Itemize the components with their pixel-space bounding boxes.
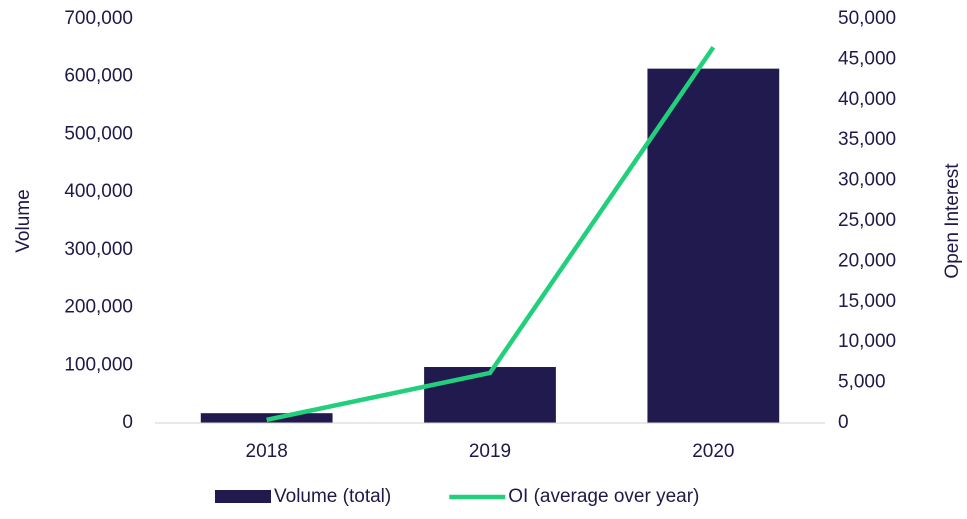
x-tick-label: 2020 bbox=[692, 441, 734, 462]
y-tick-label: 300,000 bbox=[64, 239, 133, 260]
y2-tick-label: 50,000 bbox=[838, 8, 896, 29]
y-tick-label: 200,000 bbox=[64, 297, 133, 318]
y2-tick-label: 15,000 bbox=[838, 291, 896, 312]
y-tick-label: 600,000 bbox=[64, 66, 133, 87]
y-axis-title: Volume bbox=[13, 189, 34, 252]
legend-swatch bbox=[215, 490, 271, 503]
y2-tick-label: 40,000 bbox=[838, 89, 896, 110]
y2-tick-label: 35,000 bbox=[838, 129, 896, 150]
y2-tick-label: 45,000 bbox=[838, 48, 896, 69]
y2-tick-label: 30,000 bbox=[838, 170, 896, 191]
x-tick-label: 2018 bbox=[246, 441, 288, 462]
y2-axis-title: Open Interest bbox=[942, 163, 963, 279]
y-tick-label: 400,000 bbox=[64, 181, 133, 202]
legend-label: OI (average over year) bbox=[508, 486, 699, 507]
y-tick-label: 0 bbox=[122, 412, 133, 433]
y2-tick-label: 10,000 bbox=[838, 331, 896, 352]
y2-tick-label: 20,000 bbox=[838, 250, 896, 271]
y2-tick-label: 5,000 bbox=[838, 372, 886, 393]
x-tick-label: 2019 bbox=[469, 441, 511, 462]
y-tick-label: 700,000 bbox=[64, 8, 133, 29]
line-series bbox=[266, 46, 716, 422]
y-tick-label: 100,000 bbox=[64, 354, 133, 375]
bar bbox=[647, 68, 780, 424]
bar bbox=[424, 367, 556, 423]
y-tick-label: 500,000 bbox=[64, 123, 133, 144]
legend-label: Volume (total) bbox=[274, 486, 391, 507]
y2-tick-label: 0 bbox=[838, 412, 849, 433]
y2-tick-label: 25,000 bbox=[838, 210, 896, 231]
